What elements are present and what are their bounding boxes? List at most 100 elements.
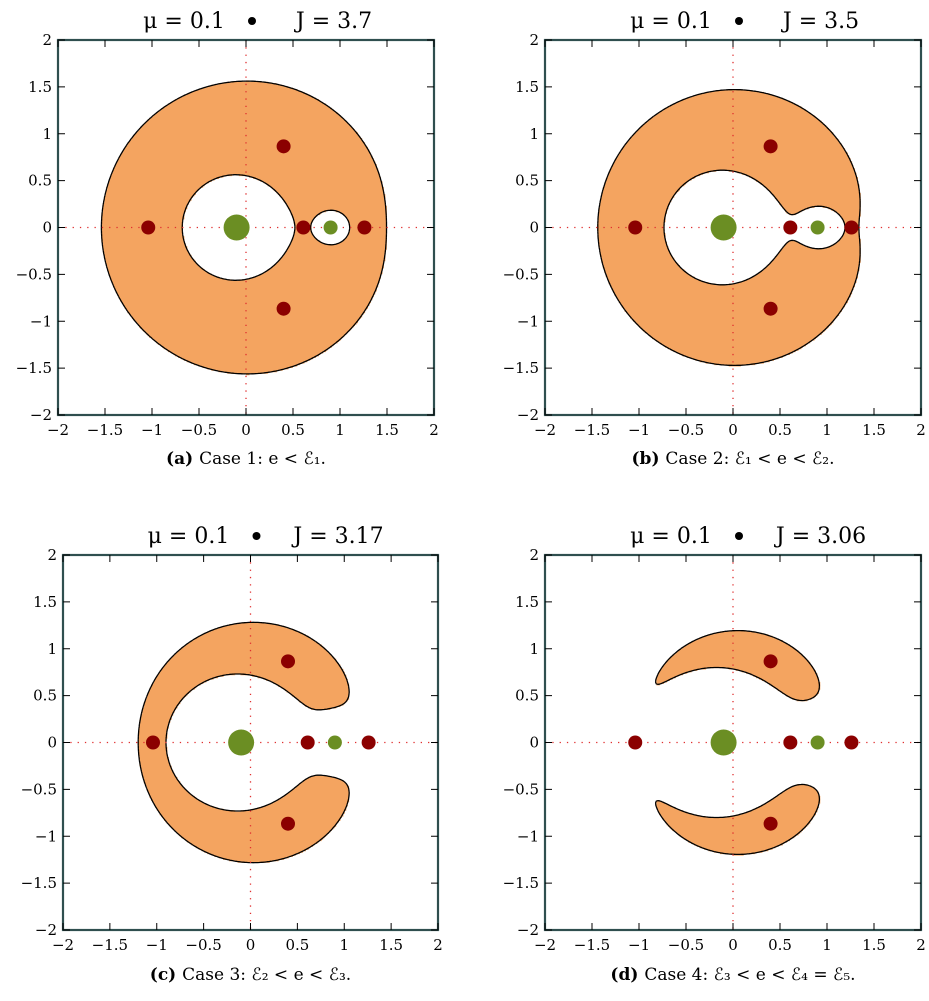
x-tick-label: 2: [429, 421, 439, 439]
primary-body-small: [327, 735, 342, 750]
ticks: −2 −1.5 −1 −0.5 0 0.5 1 1.5 2 2 1.5 1 0.5 0 −0.5 −1 −1.5…: [16, 31, 439, 439]
lagrange-point-2: [361, 735, 376, 750]
y-tick-label: −1.5: [16, 359, 52, 377]
y-tick-label: 1: [47, 640, 57, 658]
x-tick-label: 0.5: [285, 936, 309, 954]
y-tick-label: −1: [517, 312, 539, 330]
title-j: J = 3.7: [294, 9, 372, 34]
x-tick-label: −0.5: [668, 936, 704, 954]
ticks: −2 −1.5 −1 −0.5 0 0.5 1 1.5 2 2 1.5 1 0.5 0 −0.5 −1 −1.5…: [21, 546, 443, 954]
y-tick-label: 2: [47, 546, 57, 564]
panel-title: μ = 0.1 J = 3.06: [630, 524, 866, 549]
lagrange-point-1: [783, 735, 798, 750]
y-tick-label: 0: [529, 219, 539, 237]
x-tick-label: 1: [822, 936, 832, 954]
panel-d: −2 −1.5 −1 −0.5 0 0.5 1 1.5 2 2 1.5 1 0.5 0 −0.5 −1 −1.5…: [503, 524, 926, 985]
y-tick-label: 0.5: [515, 172, 539, 190]
y-tick-label: −0.5: [21, 780, 57, 798]
title-separator-dot: [735, 532, 743, 540]
panel-b: −2 −1.5 −1 −0.5 0 0.5 1 1.5 2 2 1.5 1 0.5 0 −0.5 −1 −1.5…: [503, 9, 926, 469]
y-tick-label: 2: [529, 546, 539, 564]
x-tick-label: 0.5: [281, 421, 305, 439]
y-tick-label: −1: [517, 827, 539, 845]
ticks: −2 −1.5 −1 −0.5 0 0.5 1 1.5 2 2 1.5 1 0.5 0 −0.5 −1 −1.5…: [503, 31, 926, 439]
title-mu: μ = 0.1: [630, 524, 712, 549]
x-tick-label: −1.5: [87, 421, 123, 439]
primary-body-large: [710, 214, 737, 241]
lagrange-point-3: [141, 220, 156, 235]
ticks: −2 −1.5 −1 −0.5 0 0.5 1 1.5 2 2 1.5 1 0.5 0 −0.5 −1 −1.5…: [503, 546, 926, 954]
primary-body-small: [810, 220, 825, 235]
x-tick-label: 1.5: [862, 421, 886, 439]
x-tick-label: −1.5: [92, 936, 128, 954]
title-mu: μ = 0.1: [148, 524, 230, 549]
y-tick-label: −2: [517, 406, 539, 424]
x-tick-label: 0: [728, 421, 738, 439]
title-mu: μ = 0.1: [630, 9, 712, 34]
panel-caption: (b) Case 2: ℰ₁ < e < ℰ₂.: [632, 449, 835, 469]
lagrange-point-1: [300, 735, 315, 750]
title-separator-dot: [248, 17, 256, 25]
x-tick-label: −0.5: [181, 421, 217, 439]
lagrange-point-5: [281, 816, 295, 831]
y-tick-label: 1: [42, 125, 52, 143]
x-tick-label: −2: [52, 936, 74, 954]
x-tick-label: 0.5: [768, 936, 792, 954]
y-tick-label: −0.5: [16, 265, 52, 283]
y-tick-label: 0.5: [33, 687, 57, 705]
zero-velocity-curve: [597, 88, 861, 367]
primary-body-small: [323, 220, 338, 235]
y-tick-label: 1.5: [28, 78, 52, 96]
title-separator-dot: [252, 532, 261, 540]
title-separator-dot: [735, 17, 743, 25]
x-tick-label: 2: [916, 421, 926, 439]
plot-area: [545, 555, 921, 930]
y-tick-label: 2: [42, 31, 52, 49]
y-tick-label: −2: [517, 921, 539, 939]
panel-title: μ = 0.1 J = 3.7: [143, 9, 372, 34]
title-j: J = 3.17: [291, 524, 383, 549]
plot-area: [545, 40, 921, 415]
plot-area: [63, 555, 438, 930]
forbidden-region: [656, 630, 821, 856]
x-tick-label: 2: [916, 936, 926, 954]
zero-velocity-curve: [100, 80, 388, 375]
x-tick-label: 1.5: [379, 936, 403, 954]
lagrange-point-5: [276, 301, 291, 316]
y-tick-label: −1.5: [21, 874, 57, 892]
zero-velocity-curve: [137, 621, 350, 864]
panel-caption: (d) Case 4: ℰ₃ < e < ℰ₄ = ℰ₅.: [610, 965, 855, 985]
x-tick-label: −1: [146, 936, 168, 954]
x-tick-label: 0.5: [768, 421, 792, 439]
panel-caption: (c) Case 3: ℰ₂ < e < ℰ₃.: [150, 965, 351, 985]
title-j: J = 3.5: [781, 9, 859, 34]
x-tick-label: 1.5: [375, 421, 399, 439]
lagrange-point-5: [763, 816, 778, 831]
lagrange-point-1: [296, 220, 311, 235]
y-tick-label: −1: [30, 312, 52, 330]
y-tick-label: 0: [47, 734, 57, 752]
primary-body-large: [710, 729, 737, 756]
lagrange-point-4: [281, 654, 295, 669]
lagrange-point-2: [844, 220, 859, 235]
y-tick-label: −1.5: [503, 359, 539, 377]
lagrange-point-4: [276, 139, 291, 154]
x-tick-label: −1.5: [574, 936, 610, 954]
forbidden-region: [138, 622, 350, 863]
y-tick-label: 1: [529, 640, 539, 658]
lagrange-point-2: [357, 220, 372, 235]
lagrange-point-1: [783, 220, 798, 235]
lagrange-point-4: [763, 654, 778, 669]
y-tick-label: −1: [35, 827, 57, 845]
x-tick-label: −2: [534, 936, 556, 954]
lagrange-point-4: [763, 139, 778, 154]
y-tick-label: 1.5: [33, 593, 57, 611]
forbidden-region: [101, 80, 387, 376]
y-tick-label: −0.5: [503, 265, 539, 283]
x-tick-label: −0.5: [668, 421, 704, 439]
panel-title: μ = 0.1 J = 3.5: [630, 9, 859, 34]
primary-body-large: [223, 214, 250, 241]
y-tick-label: 0: [42, 219, 52, 237]
title-j: J = 3.06: [774, 524, 866, 549]
